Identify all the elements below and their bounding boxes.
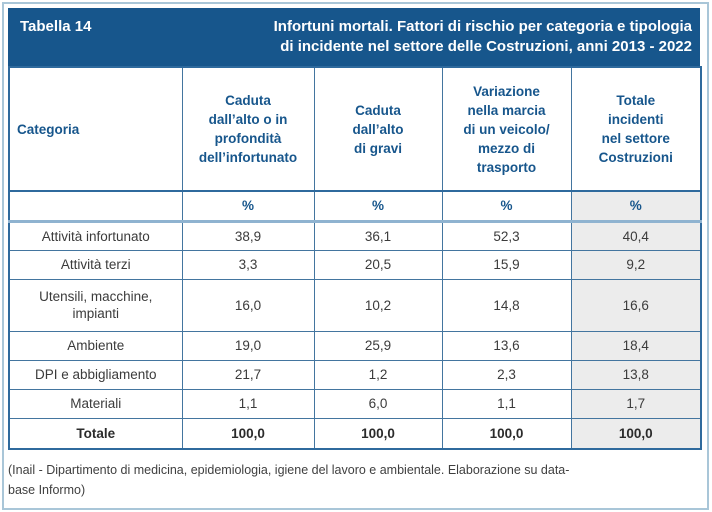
unit-cell: %: [570, 190, 702, 223]
table-header-bar: Tabella 14 Infortuni mortali. Fattori di…: [8, 8, 700, 66]
table-number-label: Tabella 14: [20, 18, 92, 35]
category-cell: Ambiente: [8, 330, 183, 361]
value-cell: 52,3: [441, 220, 572, 251]
category-cell: Attività terzi: [8, 249, 183, 280]
value-cell: 10,2: [313, 278, 443, 332]
unit-cell-empty: [8, 190, 183, 223]
total-value-cell: 100,0: [313, 417, 443, 450]
value-cell: 38,9: [181, 220, 315, 251]
total-value-cell: 100,0: [441, 417, 572, 450]
column-header-categoria: Categoria: [8, 66, 183, 192]
table-row: Attività infortunato 38,9 36,1 52,3 40,4: [8, 220, 702, 251]
total-value-cell: 100,0: [181, 417, 315, 450]
unit-cell: %: [181, 190, 315, 223]
total-value-cell: 100,0: [570, 417, 702, 450]
table-row: Utensili, macchine, impianti 16,0 10,2 1…: [8, 278, 702, 332]
value-cell: 25,9: [313, 330, 443, 361]
value-cell: 19,0: [181, 330, 315, 361]
column-header-caduta-infortunato: Caduta dall’alto o in profondità dell’in…: [181, 66, 315, 192]
value-cell: 21,7: [181, 359, 315, 390]
column-header-row: Categoria Caduta dall’alto o in profondi…: [8, 66, 702, 192]
value-cell: 6,0: [313, 388, 443, 419]
table-row: Ambiente 19,0 25,9 13,6 18,4: [8, 330, 702, 361]
unit-row: % % % %: [8, 190, 702, 223]
table-row: Materiali 1,1 6,0 1,1 1,7: [8, 388, 702, 419]
page-content: Tabella 14 Infortuni mortali. Fattori di…: [4, 4, 707, 500]
value-cell: 14,8: [441, 278, 572, 332]
value-cell: 15,9: [441, 249, 572, 280]
category-cell: DPI e abbigliamento: [8, 359, 183, 390]
value-cell: 2,3: [441, 359, 572, 390]
category-cell: Attività infortunato: [8, 220, 183, 251]
table-row: DPI e abbigliamento 21,7 1,2 2,3 13,8: [8, 359, 702, 390]
column-header-totale-settore: Totale incidenti nel settore Costruzioni: [570, 66, 702, 192]
value-cell: 20,5: [313, 249, 443, 280]
value-cell: 36,1: [313, 220, 443, 251]
category-cell: Materiali: [8, 388, 183, 419]
value-cell: 1,2: [313, 359, 443, 390]
value-cell: 1,1: [441, 388, 572, 419]
value-cell: 16,0: [181, 278, 315, 332]
value-cell: 40,4: [570, 220, 702, 251]
value-cell: 3,3: [181, 249, 315, 280]
value-cell: 13,8: [570, 359, 702, 390]
value-cell: 18,4: [570, 330, 702, 361]
total-label-cell: Totale: [8, 417, 183, 450]
source-footnote: (Inail - Dipartimento di medicina, epide…: [8, 463, 570, 497]
category-cell: Utensili, macchine, impianti: [8, 278, 183, 332]
value-cell: 1,7: [570, 388, 702, 419]
column-header-caduta-gravi: Caduta dall’alto di gravi: [313, 66, 443, 192]
risk-factors-table: Categoria Caduta dall’alto o in profondi…: [8, 66, 702, 450]
unit-cell: %: [313, 190, 443, 223]
value-cell: 16,6: [570, 278, 702, 332]
value-cell: 9,2: [570, 249, 702, 280]
value-cell: 1,1: [181, 388, 315, 419]
total-row: Totale 100,0 100,0 100,0 100,0: [8, 417, 702, 450]
value-cell: 13,6: [441, 330, 572, 361]
unit-cell: %: [441, 190, 572, 223]
table-row: Attività terzi 3,3 20,5 15,9 9,2: [8, 249, 702, 280]
table-title: Infortuni mortali. Fattori di rischio pe…: [273, 18, 692, 55]
column-header-variazione-marcia: Variazione nella marcia di un veicolo/ m…: [441, 66, 572, 192]
